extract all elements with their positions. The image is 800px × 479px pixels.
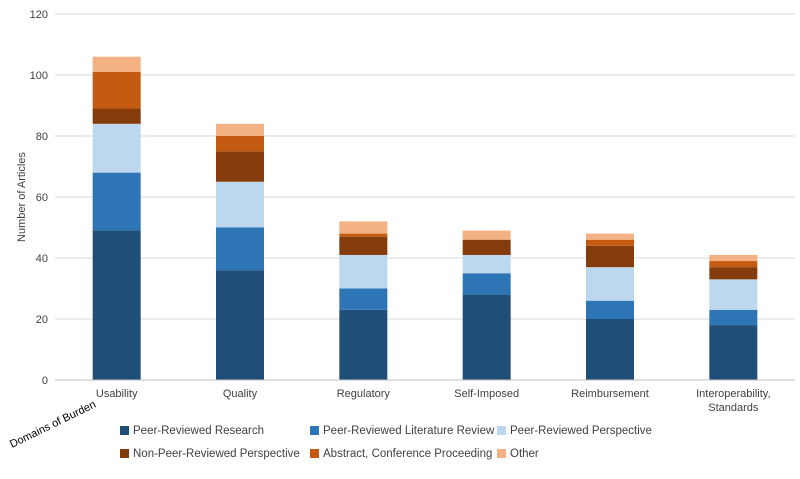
legend-label-peer-reviewed-research: Peer-Reviewed Research: [133, 425, 264, 437]
y-tick-label: 100: [30, 70, 48, 82]
legend: Peer-Reviewed Research Peer-Reviewed Lite…: [120, 425, 652, 460]
bar-peer-reviewed-research-quality: [216, 270, 264, 380]
bar-peer-reviewed-research-self-imposed: [462, 294, 511, 380]
axes: 0 20 40 60 80 100 120 Usability Quality Regulator…: [30, 9, 795, 414]
bar-other-reimbursement: [586, 233, 634, 240]
y-axis-label: Number of Articles: [16, 152, 28, 242]
bar-abstract-conference-proceeding-quality: [216, 136, 264, 152]
x-tick-label: Standards: [708, 402, 759, 414]
legend-swatch-peer-reviewed-perspective: [497, 426, 506, 435]
bar-peer-reviewed-research-reimbursement: [586, 319, 634, 380]
bar-non-peer-reviewed-perspective-self-imposed: [462, 239, 511, 255]
gridlines: [55, 13, 795, 320]
legend-label-peer-reviewed-literature-review: Peer-Reviewed Literature Review: [323, 425, 495, 437]
bar-peer-reviewed-literature-review-interoperability-standards: [709, 309, 758, 326]
x-tick-label: Reimbursement: [571, 388, 649, 400]
bar-abstract-conference-proceeding-interoperability-standards: [709, 261, 758, 268]
bar-abstract-conference-proceeding-reimbursement: [586, 239, 634, 246]
bar-peer-reviewed-perspective-self-imposed: [462, 254, 511, 274]
bar-peer-reviewed-literature-review-self-imposed: [462, 273, 511, 295]
x-tick-label: Self-Imposed: [454, 388, 519, 400]
legend-swatch-peer-reviewed-research: [120, 426, 129, 435]
bar-non-peer-reviewed-perspective-usability: [92, 108, 141, 124]
bar-other-self-imposed: [462, 230, 511, 240]
bar-other-interoperability-standards: [709, 254, 758, 262]
legend-label-other: Other: [510, 448, 539, 460]
x-tick-label: Regulatory: [337, 388, 391, 400]
bar-peer-reviewed-perspective-reimbursement: [586, 267, 634, 301]
bar-peer-reviewed-literature-review-quality: [216, 227, 264, 271]
bar-peer-reviewed-perspective-usability: [92, 123, 141, 173]
bar-other-regulatory: [339, 221, 388, 234]
bar-peer-reviewed-literature-review-reimbursement: [586, 300, 634, 319]
legend-label-peer-reviewed-perspective: Peer-Reviewed Perspective: [510, 425, 652, 437]
bar-other-usability: [92, 56, 141, 72]
bar-peer-reviewed-perspective-regulatory: [339, 254, 388, 289]
bar-non-peer-reviewed-perspective-reimbursement: [586, 245, 634, 268]
bar-non-peer-reviewed-perspective-regulatory: [339, 236, 388, 255]
bar-peer-reviewed-perspective-quality: [216, 181, 264, 228]
x-tick-label: Quality: [223, 388, 258, 400]
bar-peer-reviewed-perspective-interoperability-standards: [709, 279, 758, 310]
y-tick-label: 80: [36, 131, 48, 143]
y-tick-label: 0: [42, 375, 48, 387]
legend-label-non-peer-reviewed-perspective: Non-Peer-Reviewed Perspective: [133, 448, 300, 460]
y-tick-label: 20: [36, 314, 48, 326]
y-tick-label: 60: [36, 192, 48, 204]
y-tick-label: 40: [36, 253, 48, 265]
bar-non-peer-reviewed-perspective-interoperability-standards: [709, 267, 758, 280]
bar-non-peer-reviewed-perspective-quality: [216, 151, 264, 182]
x-tick-label: Usability: [96, 388, 138, 400]
legend-swatch-other: [497, 449, 506, 458]
x-axis-label: Domains of Burden: [8, 399, 98, 451]
y-tick-label: 120: [30, 9, 48, 21]
bar-abstract-conference-proceeding-usability: [92, 71, 141, 109]
bar-other-quality: [216, 123, 264, 136]
bars: [92, 56, 758, 380]
legend-swatch-peer-reviewed-literature-review: [310, 426, 319, 435]
bar-abstract-conference-proceeding-regulatory: [339, 233, 388, 237]
bar-peer-reviewed-research-interoperability-standards: [709, 325, 758, 380]
bar-peer-reviewed-research-regulatory: [339, 309, 388, 380]
bar-peer-reviewed-literature-review-usability: [92, 172, 141, 231]
legend-label-abstract-conference-proceeding: Abstract, Conference Proceeding: [323, 448, 492, 460]
bar-peer-reviewed-research-usability: [92, 230, 141, 380]
legend-swatch-abstract-conference-proceeding: [310, 449, 319, 458]
bar-peer-reviewed-literature-review-regulatory: [339, 288, 388, 310]
x-tick-label: Interoperability,: [696, 388, 770, 400]
legend-swatch-non-peer-reviewed-perspective: [120, 449, 129, 458]
